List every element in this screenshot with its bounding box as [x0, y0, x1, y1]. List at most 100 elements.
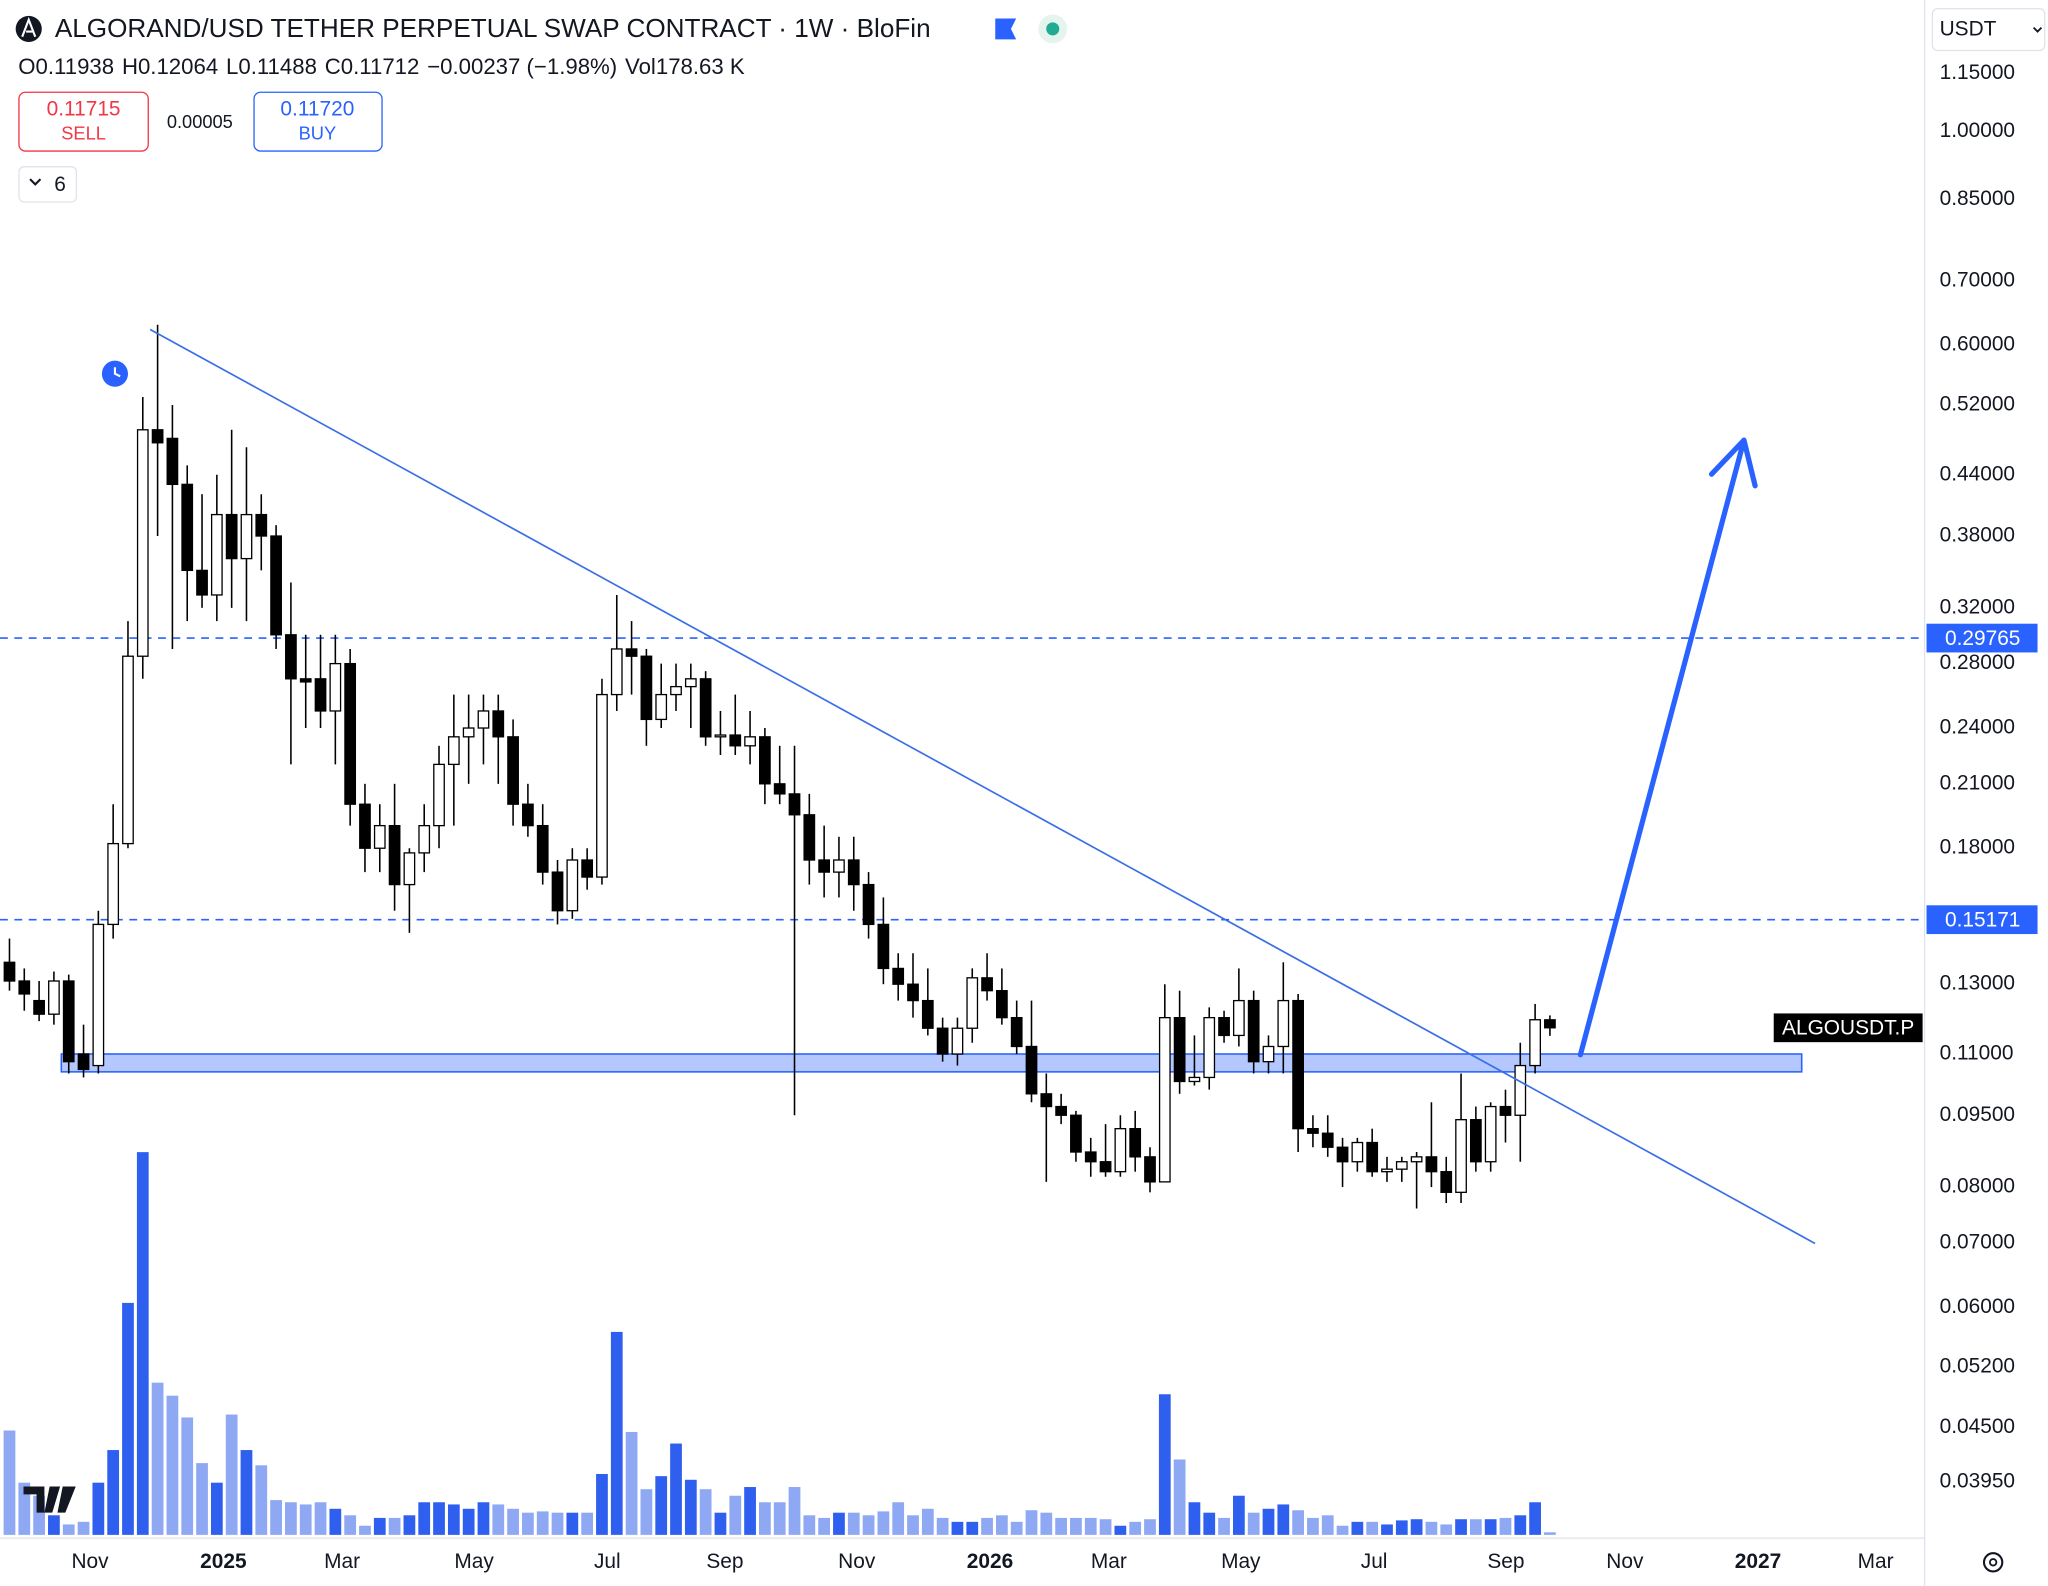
buy-button[interactable] [253, 91, 383, 152]
candle-body [18, 980, 31, 995]
volume-bar [951, 1521, 964, 1535]
candle-body [936, 1027, 949, 1055]
x-tick-label: Jul [594, 1550, 621, 1573]
volume-bar [610, 1331, 623, 1535]
volume-bar [285, 1502, 297, 1535]
volume-bar [1084, 1517, 1097, 1535]
volume-bar [18, 1482, 31, 1535]
candle-body [329, 662, 342, 712]
volume-label: Vol [625, 54, 656, 79]
candle-body [536, 824, 549, 873]
candle-body [1099, 1161, 1112, 1173]
candle-body [818, 859, 831, 873]
volume-bar [507, 1508, 519, 1535]
currency-select[interactable] [1931, 8, 2046, 52]
candle-body [403, 852, 416, 886]
candle-body [551, 871, 564, 912]
volume-bar [92, 1482, 105, 1535]
candle-body [1070, 1114, 1082, 1153]
volume-bar [1395, 1520, 1408, 1535]
volume-bar [1514, 1515, 1527, 1535]
ohlc-label: L [226, 54, 238, 79]
volume-bar [1381, 1524, 1393, 1535]
x-tick-label: Mar [1858, 1550, 1894, 1573]
candle-body [995, 990, 1008, 1019]
candle-body [1114, 1128, 1127, 1173]
candle-body [1040, 1093, 1053, 1108]
volume-bar [344, 1515, 357, 1535]
y-tick-label: 1.15000 [1940, 61, 2015, 84]
volume-bar [966, 1521, 979, 1535]
candle-body [62, 980, 75, 1063]
y-tick-label: 0.32000 [1940, 595, 2015, 618]
candle-body [285, 634, 297, 680]
volume-bar [1425, 1521, 1438, 1535]
y-tick-label: 0.08000 [1940, 1175, 2015, 1198]
candle-body [1410, 1156, 1423, 1163]
candle-body [1292, 999, 1304, 1130]
y-tick-label: 0.11000 [1940, 1042, 2014, 1065]
volume-bar [329, 1508, 342, 1535]
candle-body [1514, 1064, 1527, 1116]
candle-body [1247, 999, 1260, 1063]
candle-body [1025, 1045, 1038, 1095]
volume-bar [1188, 1502, 1201, 1535]
candle-body [981, 977, 993, 992]
volume-bar [1158, 1394, 1171, 1535]
candle-body [122, 655, 134, 845]
volume-bar [181, 1417, 194, 1535]
candle-body [447, 736, 460, 766]
candle-body [1232, 999, 1245, 1037]
level-label-box [1926, 623, 2038, 653]
sell-button[interactable] [18, 91, 149, 152]
candle-body [1188, 1076, 1201, 1083]
candle-body [670, 685, 682, 696]
volume-bar [1144, 1519, 1156, 1535]
y-tick-label: 0.18000 [1940, 836, 2015, 859]
volume-bar [833, 1512, 845, 1535]
volume-bar [995, 1515, 1008, 1535]
volume-bar [759, 1502, 771, 1535]
y-tick-label: 0.52000 [1940, 392, 2015, 415]
volume-bar [1203, 1512, 1216, 1535]
candle-body [1084, 1151, 1097, 1163]
flag-icon[interactable] [995, 18, 1017, 40]
volume-bar [596, 1473, 608, 1535]
candle-body [1173, 1016, 1186, 1083]
candle-body [373, 824, 386, 849]
x-tick-label: May [1221, 1550, 1261, 1573]
buy-price: 0.11720 [280, 97, 354, 120]
volume-bar [1455, 1519, 1467, 1535]
candle-body [1381, 1168, 1393, 1173]
candle-body [803, 814, 816, 861]
volume-bar [892, 1502, 905, 1535]
volume-bar [566, 1512, 579, 1535]
candle-body [1321, 1132, 1334, 1148]
sell-label: SELL [61, 123, 106, 144]
volume-bar [921, 1508, 934, 1535]
indicators-toggle[interactable] [18, 166, 78, 203]
volume-bar [1336, 1525, 1349, 1535]
candle-body [33, 999, 45, 1015]
y-tick-label: 0.03950 [1940, 1469, 2015, 1492]
candle-body [1440, 1171, 1453, 1193]
candle-body [1336, 1146, 1349, 1163]
volume-bar [1484, 1519, 1497, 1535]
candle-body [1010, 1016, 1023, 1048]
x-tick-label: Sep [706, 1550, 743, 1573]
y-tick-label: 0.24000 [1940, 716, 2015, 739]
settings-icon[interactable] [1982, 1552, 2004, 1573]
volume-bar [359, 1525, 371, 1535]
y-tick-label: 0.07000 [1940, 1230, 2015, 1253]
volume-bar [773, 1502, 786, 1535]
y-tick-label: 0.28000 [1940, 651, 2015, 674]
change: −0.00237 (−1.98%) [427, 54, 617, 79]
y-tick-label: 0.44000 [1940, 462, 2015, 485]
y-tick-label: 0.38000 [1940, 524, 2015, 547]
candle-body [196, 569, 208, 596]
candle-body [1425, 1156, 1438, 1173]
volume-bar [670, 1443, 682, 1535]
volume-bar [403, 1515, 416, 1535]
candle-body [684, 678, 697, 688]
